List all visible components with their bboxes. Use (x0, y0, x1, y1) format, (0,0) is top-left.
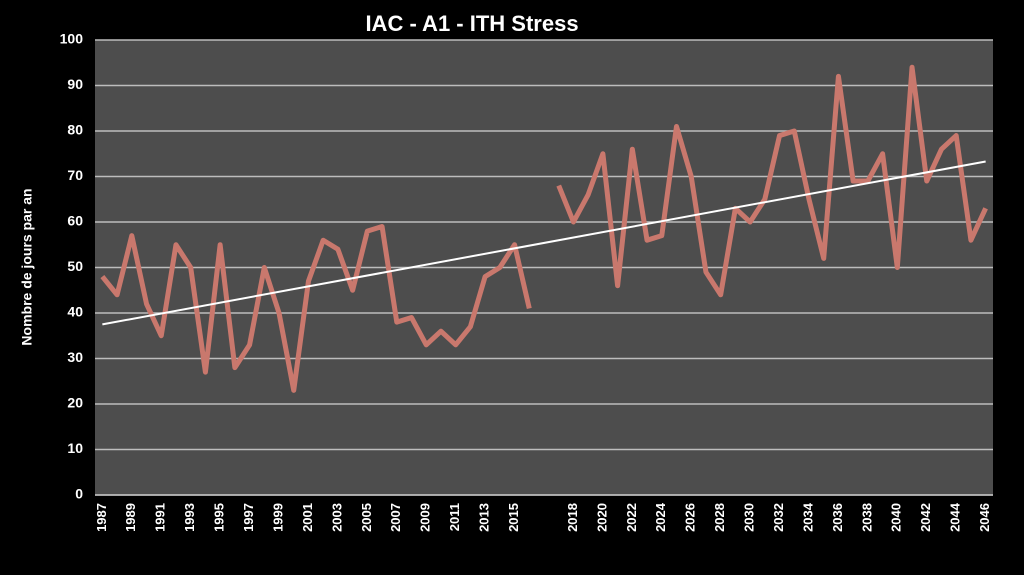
x-tick-label: 2026 (683, 503, 698, 532)
x-tick-label: 2028 (712, 503, 727, 532)
x-tick-label: 2007 (388, 503, 403, 532)
trend-line (102, 160, 986, 326)
x-tick-label: 2020 (594, 503, 609, 532)
x-tick-label: 1999 (270, 503, 285, 532)
y-tick-label: 50 (67, 258, 83, 274)
y-tick-label: 100 (60, 31, 84, 47)
x-tick-label: 2044 (948, 502, 963, 532)
x-tick-label: 2009 (418, 503, 433, 532)
x-tick-label: 2003 (329, 503, 344, 532)
x-tick-label: 2022 (624, 503, 639, 532)
y-tick-label: 60 (67, 213, 83, 229)
y-tick-label: 40 (67, 304, 83, 320)
chart-title: IAC - A1 - ITH Stress (365, 11, 578, 36)
y-tick-label: 0 (75, 486, 83, 502)
x-tick-label: 1995 (212, 503, 227, 532)
x-tick-label: 2001 (300, 503, 315, 532)
x-tick-label: 2018 (565, 503, 580, 532)
series-line (100, 224, 532, 393)
y-tick-label: 80 (67, 122, 83, 138)
x-tick-label: 2036 (830, 503, 845, 532)
y-tick-label: 30 (67, 349, 83, 365)
x-tick-label: 1987 (94, 503, 109, 532)
x-tick-label: 1991 (153, 503, 168, 532)
x-tick-label: 2034 (800, 502, 815, 532)
x-tick-label: 2011 (447, 503, 462, 531)
x-tick-label: 2032 (771, 503, 786, 532)
x-tick-label: 1993 (182, 503, 197, 532)
x-tick-label: 2015 (506, 503, 521, 532)
y-tick-label: 20 (67, 395, 83, 411)
series-line (556, 64, 988, 298)
y-tick-label: 10 (67, 440, 83, 456)
x-tick-label: 2024 (653, 502, 668, 532)
x-tick-label: 2030 (742, 503, 757, 532)
x-tick-label: 1989 (123, 503, 138, 532)
x-tick-label: 1997 (241, 503, 256, 532)
x-tick-label: 2046 (977, 503, 992, 532)
x-tick-label: 2040 (889, 503, 904, 532)
x-tick-label: 2013 (477, 503, 492, 532)
y-tick-label: 70 (67, 167, 83, 183)
x-tick-label: 2038 (859, 503, 874, 532)
x-tick-label: 2042 (918, 503, 933, 532)
y-axis-label: Nombre de jours par an (19, 188, 35, 345)
y-tick-label: 90 (67, 76, 83, 92)
x-tick-label: 2005 (359, 503, 374, 532)
